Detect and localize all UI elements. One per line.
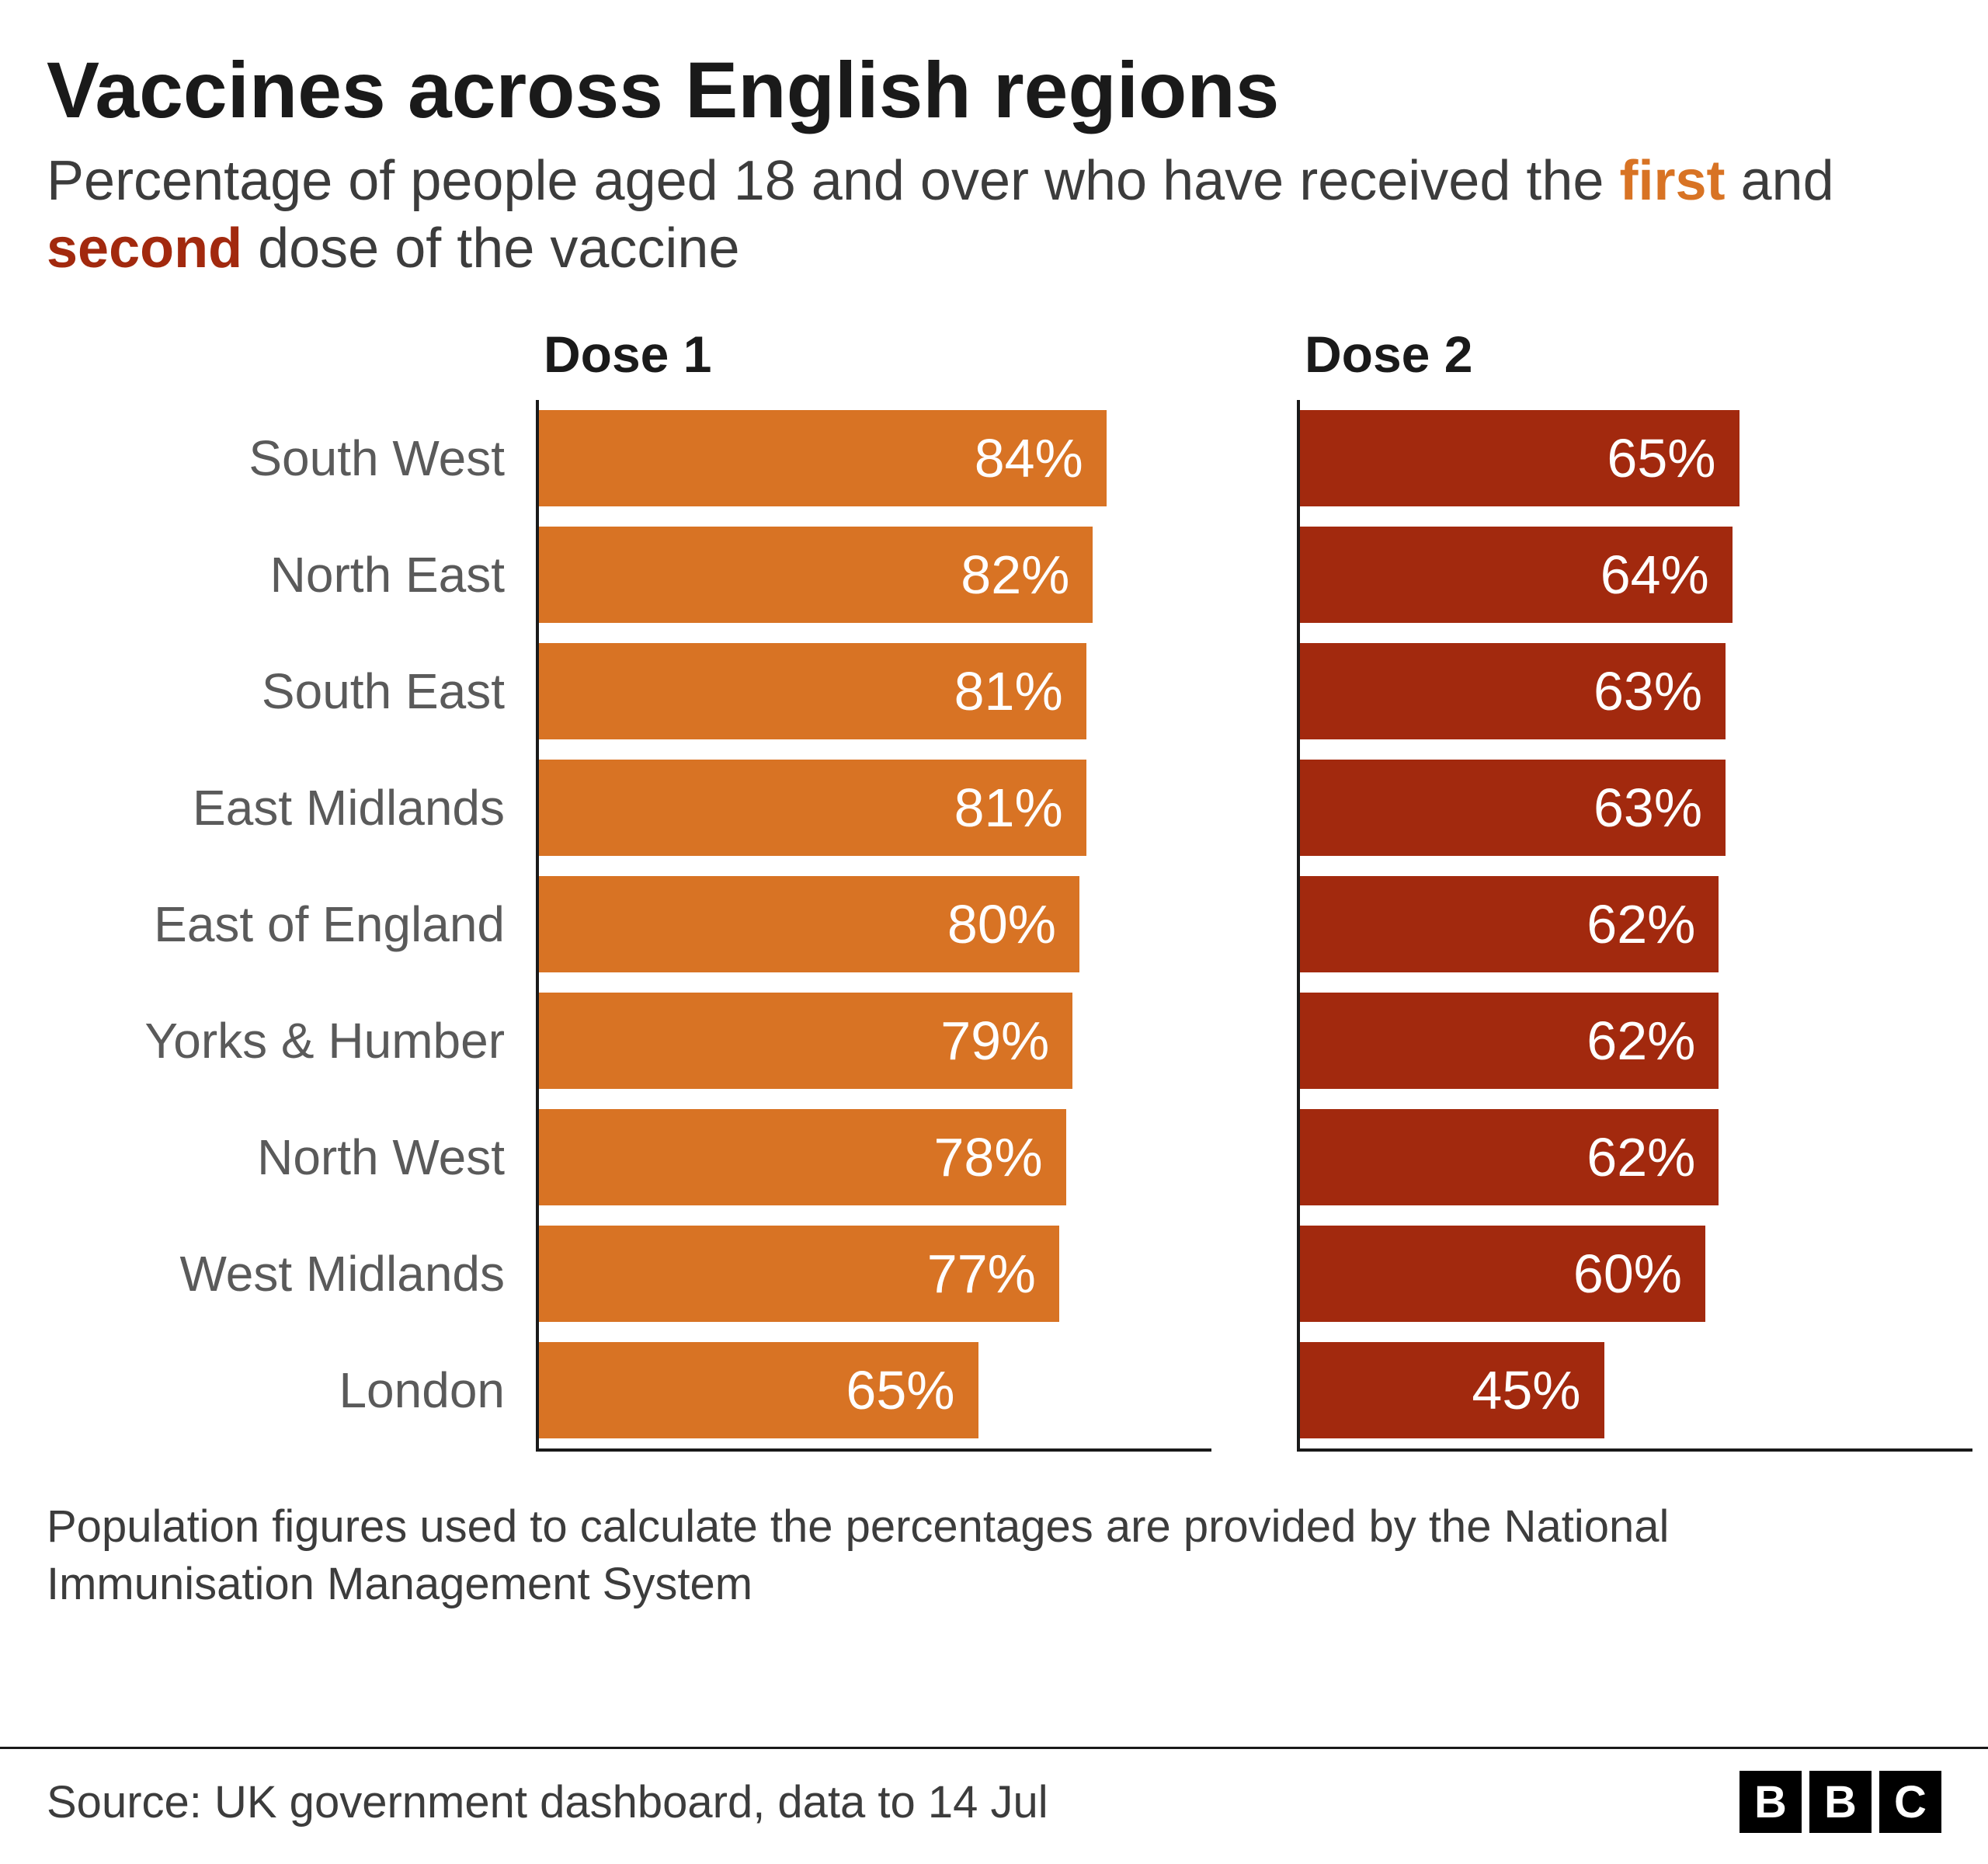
bbc-logo: BBC xyxy=(1740,1771,1941,1833)
dose2-bar: 63% xyxy=(1300,643,1726,739)
bbc-logo-letter: B xyxy=(1809,1771,1872,1833)
bar-slot: 81% xyxy=(539,749,1211,866)
bar-slot: 82% xyxy=(539,516,1211,633)
region-label: Yorks & Humber xyxy=(62,982,536,1099)
region-labels-column: South WestNorth EastSouth EastEast Midla… xyxy=(62,400,536,1448)
bar-slot: 63% xyxy=(1300,633,1972,749)
bar-slot: 64% xyxy=(1300,516,1972,633)
dose2-bar: 62% xyxy=(1300,993,1719,1089)
bar-slot: 65% xyxy=(1300,400,1972,516)
bar-slot: 62% xyxy=(1300,982,1972,1099)
dose1-bar: 78% xyxy=(539,1109,1066,1205)
source-text: Source: UK government dashboard, data to… xyxy=(47,1776,1048,1828)
bar-slot: 45% xyxy=(1300,1332,1972,1448)
bbc-logo-letter: C xyxy=(1879,1771,1941,1833)
chart-title: Vaccines across English regions xyxy=(47,47,1941,134)
dose2-bar-column: 65% 64% 63% 63% 62% 62% 62% 60% 45% xyxy=(1297,400,1972,1452)
bar-slot: 80% xyxy=(539,866,1211,982)
dose1-bar-column: 84% 82% 81% 81% 80% 79% 78% 77% 65% xyxy=(536,400,1211,1452)
chart-footnote: Population figures used to calculate the… xyxy=(47,1498,1941,1613)
subtitle-prefix: Percentage of people aged 18 and over wh… xyxy=(47,150,1619,212)
dose2-bar: 45% xyxy=(1300,1342,1604,1438)
dose2-bar: 62% xyxy=(1300,876,1719,972)
header-spacer xyxy=(1211,329,1297,400)
footer-bar: Source: UK government dashboard, data to… xyxy=(0,1747,1988,1864)
header-spacer xyxy=(62,329,536,400)
bar-slot: 78% xyxy=(539,1099,1211,1215)
bar-slot: 84% xyxy=(539,400,1211,516)
region-label: East Midlands xyxy=(62,749,536,866)
dose1-bar: 65% xyxy=(539,1342,978,1438)
dose2-bar: 65% xyxy=(1300,410,1740,506)
bar-slot: 60% xyxy=(1300,1215,1972,1332)
bar-slot: 63% xyxy=(1300,749,1972,866)
column-header-dose2: Dose 2 xyxy=(1297,329,1972,400)
region-label: South East xyxy=(62,633,536,749)
dose1-bar: 81% xyxy=(539,760,1086,856)
region-label: East of England xyxy=(62,866,536,982)
bbc-logo-letter: B xyxy=(1740,1771,1802,1833)
subtitle-suffix: dose of the vaccine xyxy=(242,217,739,280)
dose2-bar: 63% xyxy=(1300,760,1726,856)
bar-slot: 77% xyxy=(539,1215,1211,1332)
subtitle-word-first: first xyxy=(1619,150,1725,212)
dose2-bar: 62% xyxy=(1300,1109,1719,1205)
region-label: London xyxy=(62,1332,536,1448)
dose1-bar: 77% xyxy=(539,1226,1059,1322)
subtitle-word-second: second xyxy=(47,217,242,280)
chart-area: Dose 1 Dose 2 South WestNorth EastSouth … xyxy=(62,329,1941,1452)
bar-slot: 79% xyxy=(539,982,1211,1099)
region-label: West Midlands xyxy=(62,1215,536,1332)
bar-slot: 81% xyxy=(539,633,1211,749)
dose1-bar: 79% xyxy=(539,993,1072,1089)
dose2-bar: 60% xyxy=(1300,1226,1705,1322)
region-label: North East xyxy=(62,516,536,633)
bar-slot: 65% xyxy=(539,1332,1211,1448)
bar-slot: 62% xyxy=(1300,1099,1972,1215)
dose1-bar: 80% xyxy=(539,876,1079,972)
region-label: South West xyxy=(62,400,536,516)
dose1-bar: 84% xyxy=(539,410,1107,506)
region-label: North West xyxy=(62,1099,536,1215)
page: Vaccines across English regions Percenta… xyxy=(0,0,1988,1864)
dose2-bar: 64% xyxy=(1300,527,1733,623)
chart-subtitle: Percentage of people aged 18 and over wh… xyxy=(47,148,1941,282)
dose1-bar: 82% xyxy=(539,527,1093,623)
bar-slot: 62% xyxy=(1300,866,1972,982)
subtitle-mid: and xyxy=(1726,150,1834,212)
column-header-dose1: Dose 1 xyxy=(536,329,1211,400)
dose1-bar: 81% xyxy=(539,643,1086,739)
